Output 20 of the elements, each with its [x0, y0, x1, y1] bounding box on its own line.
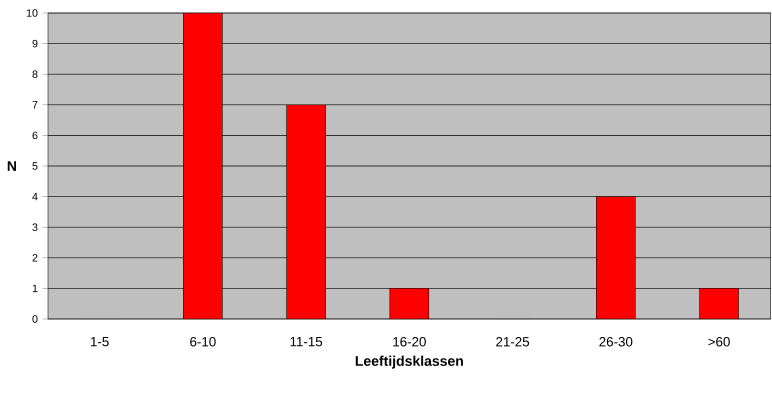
y-tick-label: 0 [32, 315, 38, 323]
y-tick-label: 10 [26, 9, 38, 17]
x-tick-label: 1-5 [91, 337, 109, 346]
y-tick-label: 4 [32, 192, 38, 200]
y-tick-label: 7 [32, 101, 38, 108]
y-tick-label: 2 [32, 254, 38, 262]
y-tick-label: 3 [32, 223, 38, 231]
x-tick-label: 11-15 [290, 337, 322, 346]
y-tick-label: 8 [32, 70, 38, 78]
x-axis-title: Leeftijdsklassen [356, 356, 463, 369]
x-tick-label: 16-20 [393, 337, 426, 346]
x-tick-label: 6-10 [190, 337, 216, 346]
y-tick-label: 5 [32, 162, 38, 170]
x-tick-label: >60 [708, 337, 730, 346]
y-tick-label: 9 [32, 40, 38, 48]
y-tick-label: 6 [32, 132, 38, 140]
y-tick-label: 1 [32, 284, 38, 292]
x-tick-label: 21-25 [496, 337, 530, 346]
x-tick-label: 26-30 [599, 337, 632, 346]
y-axis-title: N [8, 161, 16, 171]
